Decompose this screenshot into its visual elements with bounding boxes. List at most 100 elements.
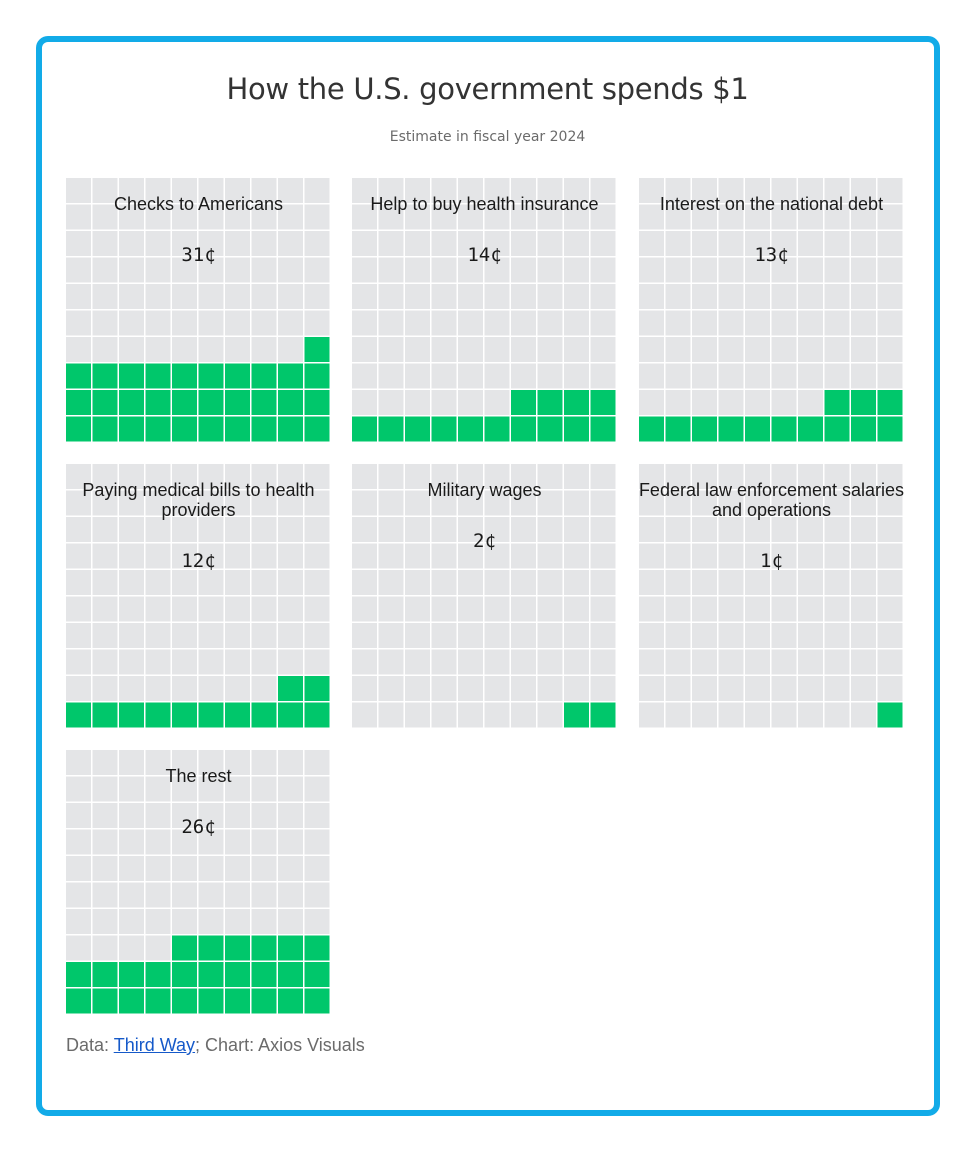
- waffle-cell-empty: [877, 676, 903, 701]
- waffle-cell-empty: [511, 570, 536, 595]
- waffle-cell-empty: [119, 204, 144, 230]
- waffle-grid: [66, 464, 330, 728]
- waffle-cell-empty: [304, 623, 330, 648]
- waffle-cell-filled: [877, 390, 903, 415]
- waffle-cell-empty: [511, 204, 536, 230]
- waffle-cell-empty: [225, 517, 250, 542]
- waffle-cell-empty: [484, 543, 510, 569]
- waffle-panel-checks: Checks to Americans 31¢: [66, 178, 331, 443]
- waffle-cell-empty: [172, 337, 197, 362]
- waffle-cell-empty: [590, 543, 616, 569]
- waffle-cell-empty: [745, 517, 770, 542]
- waffle-cell-filled: [172, 363, 197, 389]
- waffle-cell-empty: [172, 310, 197, 336]
- waffle-cell-empty: [590, 676, 616, 701]
- waffle-cell-empty: [484, 464, 510, 489]
- waffle-cell-empty: [66, 829, 91, 855]
- panel-value: 26¢: [181, 816, 216, 838]
- waffle-cell-empty: [745, 649, 770, 675]
- waffle-cell-empty: [877, 363, 903, 389]
- waffle-cell-empty: [66, 284, 91, 309]
- waffle-cell-empty: [537, 517, 563, 542]
- waffle-cell-empty: [304, 803, 330, 828]
- waffle-cell-empty: [145, 776, 171, 802]
- waffle-cell-empty: [278, 909, 303, 934]
- waffle-cell-empty: [145, 178, 171, 203]
- waffle-cell-empty: [537, 178, 563, 203]
- waffle-cell-empty: [877, 310, 903, 336]
- waffle-cell-empty: [119, 882, 144, 908]
- waffle-cell-empty: [484, 390, 510, 415]
- waffle-cell-empty: [824, 204, 850, 230]
- waffle-cell-empty: [851, 284, 876, 309]
- waffle-cell-filled: [851, 390, 876, 415]
- waffle-cell-filled: [824, 390, 850, 415]
- waffle-cell-empty: [352, 310, 377, 336]
- waffle-cell-filled: [590, 416, 616, 442]
- waffle-cell-empty: [66, 776, 91, 802]
- waffle-cell-empty: [378, 543, 404, 569]
- waffle-cell-filled: [66, 416, 91, 442]
- waffle-cell-empty: [484, 310, 510, 336]
- waffle-cell-empty: [537, 464, 563, 489]
- waffle-cell-empty: [352, 649, 377, 675]
- waffle-cell-empty: [172, 750, 197, 775]
- waffle-cell-empty: [537, 204, 563, 230]
- waffle-cell-empty: [119, 517, 144, 542]
- waffle-cell-empty: [877, 204, 903, 230]
- waffle-cell-empty: [639, 490, 664, 516]
- source-link[interactable]: Third Way: [113, 1035, 196, 1055]
- waffle-cell-filled: [304, 962, 330, 987]
- waffle-cell-empty: [66, 231, 91, 256]
- waffle-cell-empty: [798, 649, 823, 675]
- waffle-cell-empty: [278, 829, 303, 855]
- waffle-cell-filled: [92, 988, 118, 1014]
- waffle-cell-empty: [665, 649, 691, 675]
- waffle-cell-empty: [639, 390, 664, 415]
- waffle-cell-filled: [198, 935, 224, 961]
- waffle-cell-empty: [172, 570, 197, 595]
- waffle-cell-empty: [378, 490, 404, 516]
- waffle-cell-filled: [511, 416, 536, 442]
- waffle-cell-empty: [119, 856, 144, 881]
- waffle-cell-empty: [278, 750, 303, 775]
- waffle-cell-empty: [771, 284, 797, 309]
- waffle-cell-filled: [66, 702, 91, 728]
- waffle-cell-empty: [511, 178, 536, 203]
- waffle-cell-empty: [771, 570, 797, 595]
- waffle-cell-empty: [798, 517, 823, 542]
- waffle-cell-empty: [431, 178, 457, 203]
- waffle-cell-empty: [590, 464, 616, 489]
- waffle-cell-empty: [119, 310, 144, 336]
- waffle-cell-filled: [92, 962, 118, 987]
- waffle-cell-empty: [304, 750, 330, 775]
- waffle-cell-empty: [564, 363, 589, 389]
- waffle-cell-empty: [405, 231, 430, 256]
- waffle-cell-empty: [278, 856, 303, 881]
- waffle-cell-empty: [745, 464, 770, 489]
- waffle-cell-empty: [484, 649, 510, 675]
- waffle-cell-empty: [824, 231, 850, 256]
- waffle-cell-empty: [251, 178, 277, 203]
- waffle-cell-empty: [692, 517, 717, 542]
- waffle-cell-empty: [251, 596, 277, 622]
- waffle-cell-empty: [851, 570, 876, 595]
- waffle-cell-empty: [824, 570, 850, 595]
- waffle-cell-empty: [639, 284, 664, 309]
- waffle-cell-filled: [198, 416, 224, 442]
- waffle-cell-empty: [665, 570, 691, 595]
- waffle-cell-empty: [251, 776, 277, 802]
- waffle-cell-empty: [172, 856, 197, 881]
- waffle-cell-empty: [877, 623, 903, 648]
- waffle-cell-empty: [851, 257, 876, 283]
- waffle-cell-empty: [718, 363, 744, 389]
- waffle-cell-filled: [304, 416, 330, 442]
- waffle-cell-empty: [431, 231, 457, 256]
- waffle-cell-empty: [771, 649, 797, 675]
- waffle-cell-empty: [378, 676, 404, 701]
- waffle-cell-empty: [798, 231, 823, 256]
- waffle-cell-filled: [198, 390, 224, 415]
- waffle-cell-empty: [824, 543, 850, 569]
- waffle-cell-empty: [665, 596, 691, 622]
- waffle-cell-empty: [877, 178, 903, 203]
